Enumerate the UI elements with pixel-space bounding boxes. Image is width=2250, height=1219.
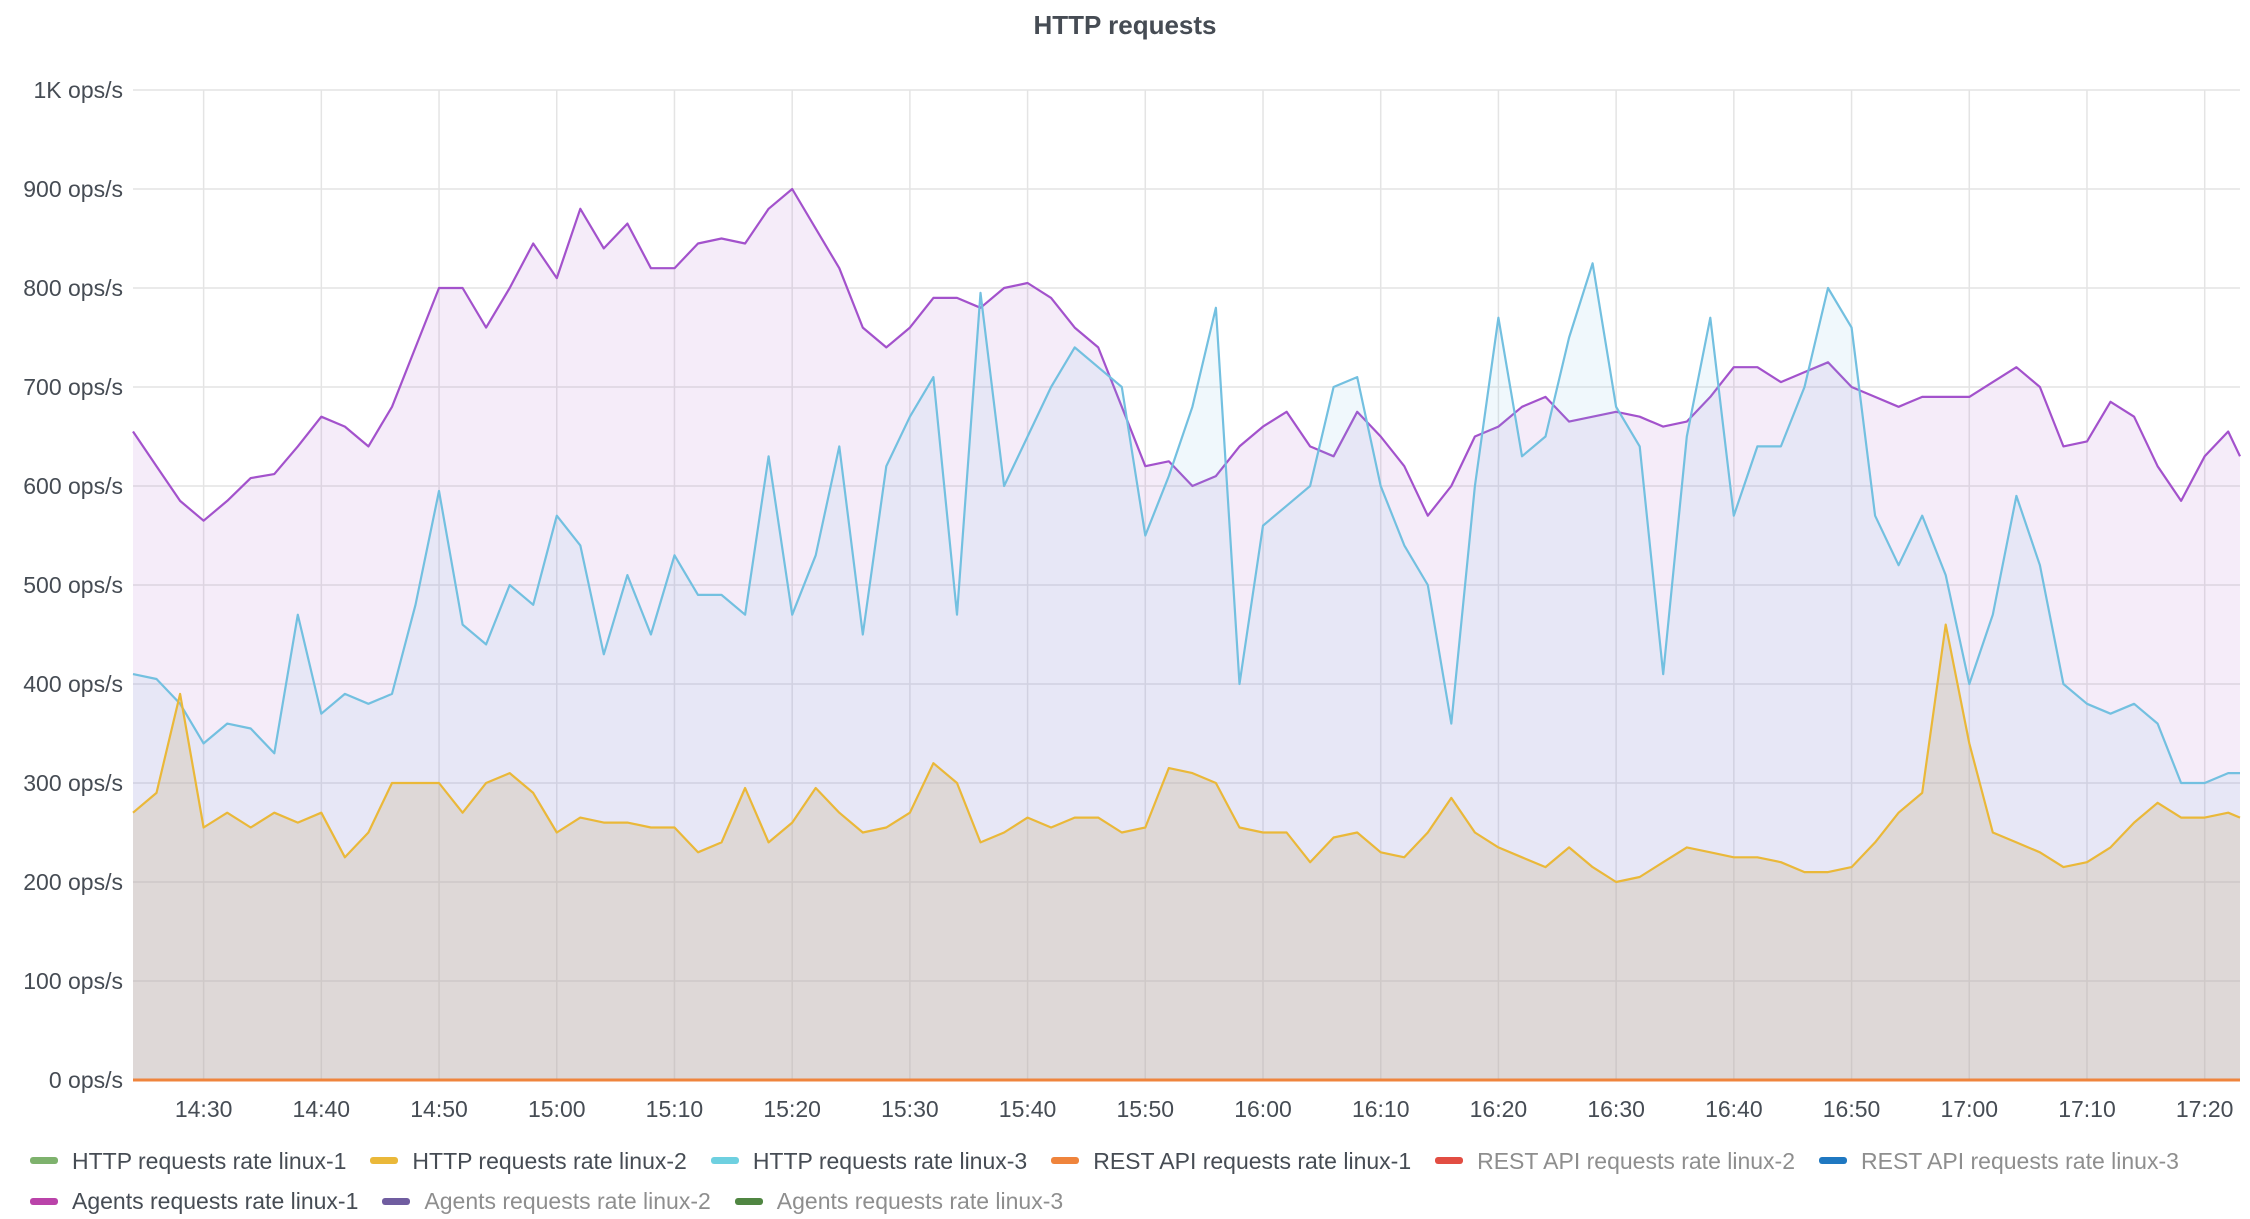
legend-label: REST API requests rate linux-2: [1477, 1147, 1795, 1174]
y-tick-label: 400 ops/s: [23, 671, 123, 697]
y-tick-label: 0 ops/s: [49, 1067, 123, 1093]
x-tick-label: 16:50: [1823, 1096, 1881, 1122]
x-tick-label: 16:20: [1470, 1096, 1528, 1122]
y-tick-label: 500 ops/s: [23, 572, 123, 598]
x-tick-label: 15:30: [881, 1096, 939, 1122]
legend-item[interactable]: REST API requests rate linux-2: [1435, 1143, 1795, 1179]
legend-label: Agents requests rate linux-2: [424, 1188, 711, 1214]
x-tick-label: 14:50: [410, 1096, 468, 1122]
chart-plot-area[interactable]: 0 ops/s 100 ops/s 200 ops/s 300 ops/s 400 op…: [0, 0, 2250, 1130]
x-tick-label: 15:50: [1117, 1096, 1175, 1122]
series-area: [133, 263, 2240, 1080]
y-tick-label: 800 ops/s: [23, 275, 123, 301]
x-tick-label: 14:30: [175, 1096, 233, 1122]
y-tick-label: 300 ops/s: [23, 770, 123, 796]
x-tick-label: 16:00: [1234, 1096, 1292, 1122]
y-tick-label: 200 ops/s: [23, 869, 123, 895]
x-tick-label: 17:00: [1940, 1096, 1998, 1122]
x-tick-label: 17:10: [2058, 1096, 2116, 1122]
x-tick-label: 16:30: [1587, 1096, 1645, 1122]
legend-swatch: [710, 1157, 739, 1164]
panel-title[interactable]: HTTP requests: [1033, 10, 1217, 40]
y-tick-label: 900 ops/s: [23, 176, 123, 202]
legend-item[interactable]: HTTP requests rate linux-3: [710, 1143, 1028, 1179]
legend-item[interactable]: Agents requests rate linux-1: [30, 1183, 358, 1219]
legend-label: HTTP requests rate linux-3: [752, 1147, 1028, 1174]
chart-legend: HTTP requests rate linux-1 HTTP requests …: [30, 1138, 2230, 1219]
legend-swatch: [382, 1197, 411, 1205]
legend-item[interactable]: HTTP requests rate linux-1: [30, 1143, 346, 1179]
legend-label: Agents requests rate linux-3: [776, 1188, 1064, 1214]
x-tick-label: 15:20: [763, 1096, 821, 1122]
legend-item[interactable]: REST API requests rate linux-3: [1819, 1143, 2179, 1179]
series-area: [133, 189, 2240, 1080]
legend-item[interactable]: HTTP requests rate linux-2: [370, 1143, 687, 1179]
x-tick-label: 15:40: [999, 1096, 1057, 1122]
y-tick-label: 600 ops/s: [23, 473, 123, 499]
legend-swatch: [1819, 1157, 1847, 1164]
legend-swatch: [370, 1157, 399, 1164]
x-tick-label: 15:10: [646, 1096, 704, 1122]
legend-label: HTTP requests rate linux-2: [412, 1147, 687, 1174]
series-line: [132, 623, 2241, 884]
legend-item[interactable]: REST API requests rate linux-1: [1051, 1143, 1411, 1179]
y-tick-label: 700 ops/s: [23, 374, 123, 400]
legend-item[interactable]: Agents requests rate linux-3: [734, 1183, 1064, 1219]
series-area: [133, 624, 2240, 1080]
y-tick-label: 100 ops/s: [23, 968, 123, 994]
x-tick-label: 14:40: [293, 1096, 351, 1122]
legend-label: REST API requests rate linux-3: [1861, 1147, 2179, 1174]
legend-swatch: [1051, 1157, 1080, 1164]
legend-swatch: [1435, 1157, 1464, 1164]
legend-label: Agents requests rate linux-1: [72, 1188, 359, 1214]
legend-swatch: [30, 1157, 58, 1164]
x-tick-label: 15:00: [528, 1096, 586, 1122]
y-tick-label: 1K ops/s: [34, 77, 124, 103]
series-line: [132, 262, 2240, 785]
series-line: [132, 187, 2241, 522]
legend-swatch: [734, 1197, 763, 1205]
legend-item[interactable]: Agents requests rate linux-2: [382, 1183, 711, 1219]
legend-label: REST API requests rate linux-1: [1093, 1147, 1412, 1174]
x-tick-label: 17:20: [2176, 1096, 2234, 1122]
x-tick-label: 16:40: [1705, 1096, 1763, 1122]
x-tick-label: 16:10: [1352, 1096, 1410, 1122]
legend-swatch: [30, 1197, 58, 1205]
legend-label: HTTP requests rate linux-1: [72, 1147, 347, 1174]
